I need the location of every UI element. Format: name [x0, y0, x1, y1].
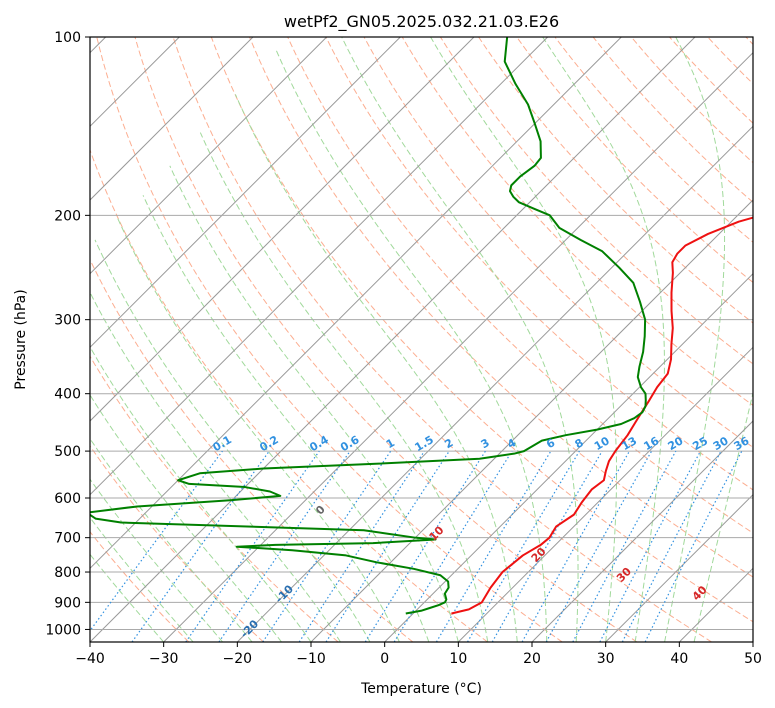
- mixing-ratio-line: [435, 450, 552, 642]
- moist-adiabat-line: [115, 215, 400, 642]
- x-tick-label: 20: [523, 651, 541, 667]
- isotherm-line: [384, 272, 753, 642]
- isotherm-line: [90, 37, 328, 275]
- dry-adiabat-line: [287, 37, 753, 534]
- isotherm-line: [90, 37, 696, 642]
- moist-adiabat-line: [90, 437, 253, 642]
- dry-adiabat-line: [90, 530, 190, 642]
- isotherm-line: [90, 37, 622, 570]
- axes: −40 −30 −20 −10 0 10 20 30 40 50 100 200 300 400 500 60…: [45, 30, 762, 667]
- mixing-ratio-line: [545, 450, 653, 642]
- y-tick-label: 200: [54, 208, 81, 224]
- plot-frame: [89, 36, 754, 643]
- moist-adiabat-line: [90, 553, 165, 642]
- mixing-ratio-line: [521, 450, 631, 642]
- moist-adiabat-line: [90, 345, 312, 642]
- mixing-ratio-line: [466, 450, 580, 642]
- moist-adiabat-line: [169, 165, 459, 642]
- temperature-trace: [451, 216, 753, 615]
- x-tick-label: −30: [149, 651, 179, 667]
- moist-adiabat-line: [542, 37, 665, 642]
- x-tick-label: −10: [296, 651, 326, 667]
- y-tick-label: 800: [54, 565, 81, 581]
- isotherm-line: [531, 420, 753, 642]
- isotherm-line: [90, 37, 401, 349]
- dry-adiabat-line: [630, 37, 753, 164]
- y-tick-label: 900: [54, 595, 81, 611]
- moist-adiabat-line: [275, 49, 548, 642]
- moist-adiabat-line: [90, 291, 341, 642]
- moist-adiabat-line: [90, 394, 282, 642]
- sounding-lines: [90, 37, 753, 615]
- y-axis-label: Pressure (hPa): [13, 289, 29, 389]
- background-lines: [90, 37, 753, 642]
- x-tick-label: −20: [223, 651, 253, 667]
- y-tick-label: 500: [54, 444, 81, 460]
- mixing-ratio-line: [325, 450, 450, 642]
- x-tick-label: 10: [449, 651, 467, 667]
- moist-adiabat-line: [234, 94, 518, 642]
- x-tick-label: 30: [597, 651, 615, 667]
- y-tick-label: 100: [54, 30, 81, 46]
- moist-adiabat-line: [430, 37, 618, 642]
- dry-adiabat-line: [363, 37, 753, 448]
- dry-adiabat-line: [90, 258, 414, 642]
- x-axis-label: Temperature (°C): [360, 681, 482, 697]
- dry-adiabat-line: [249, 37, 753, 578]
- dry-adiabat-line: [134, 37, 638, 642]
- y-tick-label: 600: [54, 491, 81, 507]
- x-tick-label: −40: [75, 651, 105, 667]
- moist-adiabat-line: [664, 37, 726, 642]
- dry-adiabat-line: [592, 37, 753, 203]
- y-tick-label: 1000: [45, 622, 81, 638]
- mixing-ratio-line: [90, 450, 223, 632]
- mixing-ratio-line: [572, 450, 677, 642]
- isotherm-line: [457, 346, 753, 642]
- y-tick-label: 700: [54, 531, 81, 547]
- isotherm-line: [605, 493, 753, 642]
- isotherm-line: [90, 37, 475, 422]
- mixing-ratio-line: [131, 450, 270, 642]
- isotherm-line: [90, 37, 254, 201]
- mixing-ratio-line: [393, 450, 513, 642]
- dry-adiabat-line: [401, 37, 753, 406]
- isotherm-line: [236, 125, 753, 642]
- mixing-ratio-line: [491, 450, 603, 642]
- moist-adiabat-line: [94, 239, 371, 642]
- mixing-ratio-line: [364, 450, 486, 642]
- isotherm-line: [90, 37, 549, 496]
- dry-adiabat-line: [90, 148, 488, 642]
- dry-adiabat-line: [516, 37, 753, 284]
- x-tick-label: 0: [380, 651, 389, 667]
- y-tick-label: 300: [54, 313, 81, 329]
- dewpoint-trace: [90, 37, 647, 615]
- y-tick-label: 400: [54, 387, 81, 403]
- chart-title: wetPf2_GN05.2025.032.21.03.E26: [284, 12, 559, 32]
- moist-adiabat-line: [341, 37, 579, 642]
- mixing-ratio-line: [218, 450, 351, 642]
- isotherm-line: [163, 51, 753, 642]
- x-tick-label: 40: [670, 651, 688, 667]
- dry-adiabat-line: [439, 37, 753, 365]
- dry-adiabat-line: [325, 37, 753, 491]
- dry-adiabat-line: [96, 37, 563, 642]
- moist-adiabat-line: [90, 516, 194, 642]
- x-tick-label: 50: [744, 651, 762, 667]
- dry-adiabat-line: [478, 37, 753, 324]
- dry-adiabat-line: [554, 37, 753, 243]
